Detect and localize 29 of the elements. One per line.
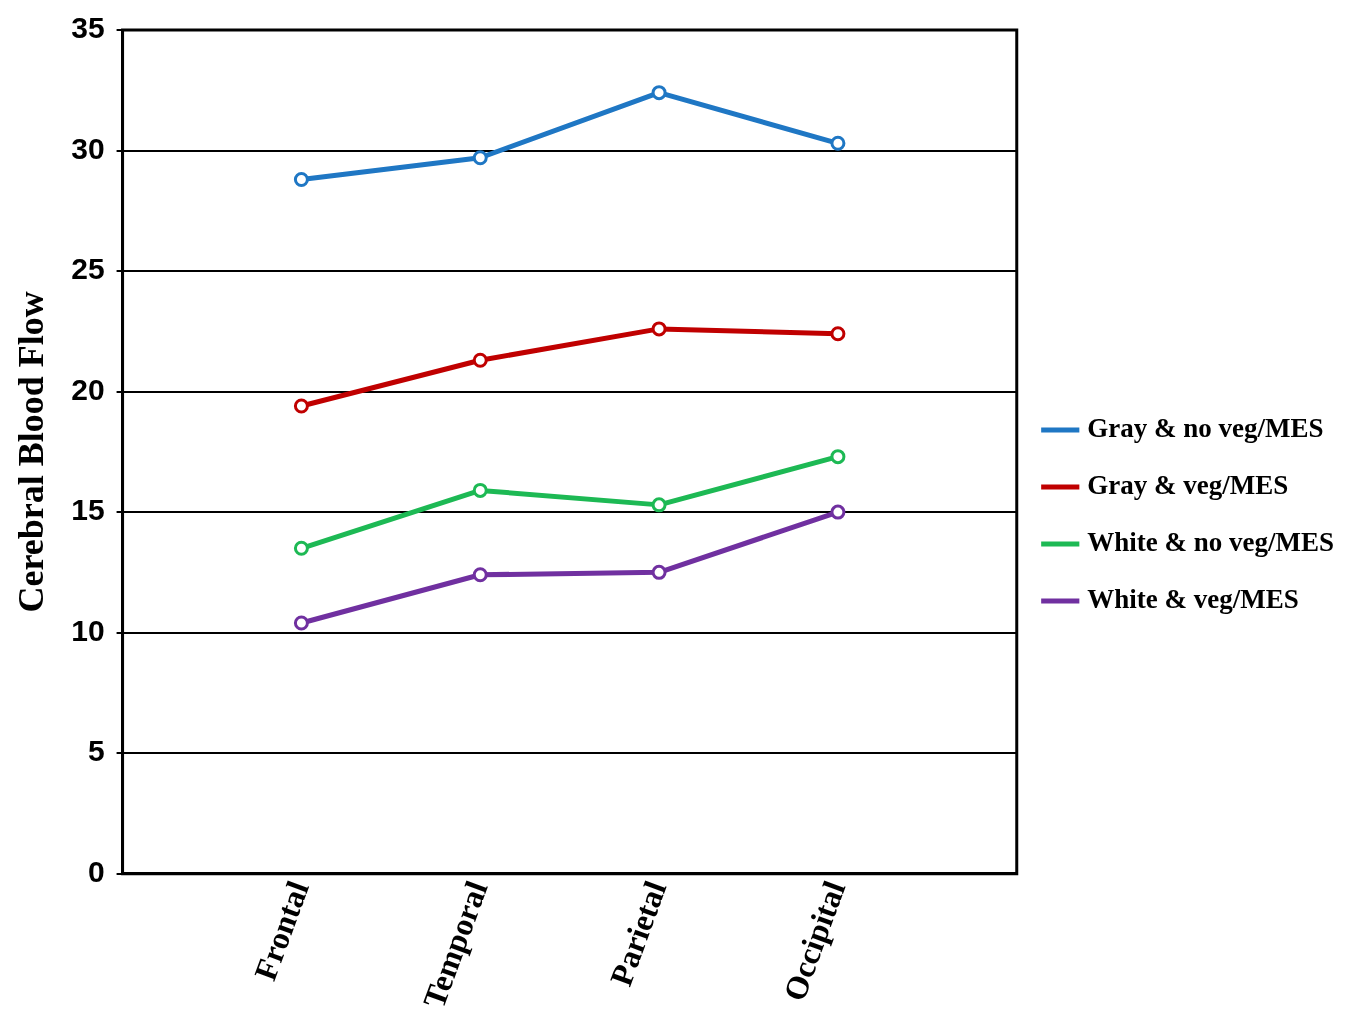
legend-label: White & veg/MES: [1087, 583, 1299, 614]
point: [472, 352, 488, 368]
point: [651, 564, 667, 580]
point: [293, 398, 309, 414]
y-tick-label: 10: [71, 613, 105, 647]
legend-label: Gray & veg/MES: [1087, 469, 1289, 500]
y-tick-label: 35: [71, 11, 105, 45]
y-tick-label: 20: [71, 372, 105, 406]
point: [651, 321, 667, 337]
point: [830, 449, 846, 465]
legend-label: Gray & no veg/MES: [1087, 412, 1324, 443]
point: [472, 482, 488, 498]
point: [293, 615, 309, 631]
point: [293, 171, 309, 187]
y-axis-title: Cerebral Blood Flow: [10, 291, 51, 613]
point: [651, 497, 667, 513]
point: [830, 135, 846, 151]
point: [472, 150, 488, 166]
point: [293, 540, 309, 556]
y-tick-label: 0: [87, 854, 105, 888]
legend-label: White & no veg/MES: [1087, 526, 1335, 557]
point: [830, 504, 846, 520]
y-tick-label: 30: [71, 131, 105, 165]
y-tick-label: 25: [71, 252, 105, 286]
point: [651, 85, 667, 101]
point: [830, 326, 846, 342]
y-tick-label: 5: [87, 734, 105, 768]
point: [472, 567, 488, 583]
y-tick-label: 15: [71, 493, 105, 527]
